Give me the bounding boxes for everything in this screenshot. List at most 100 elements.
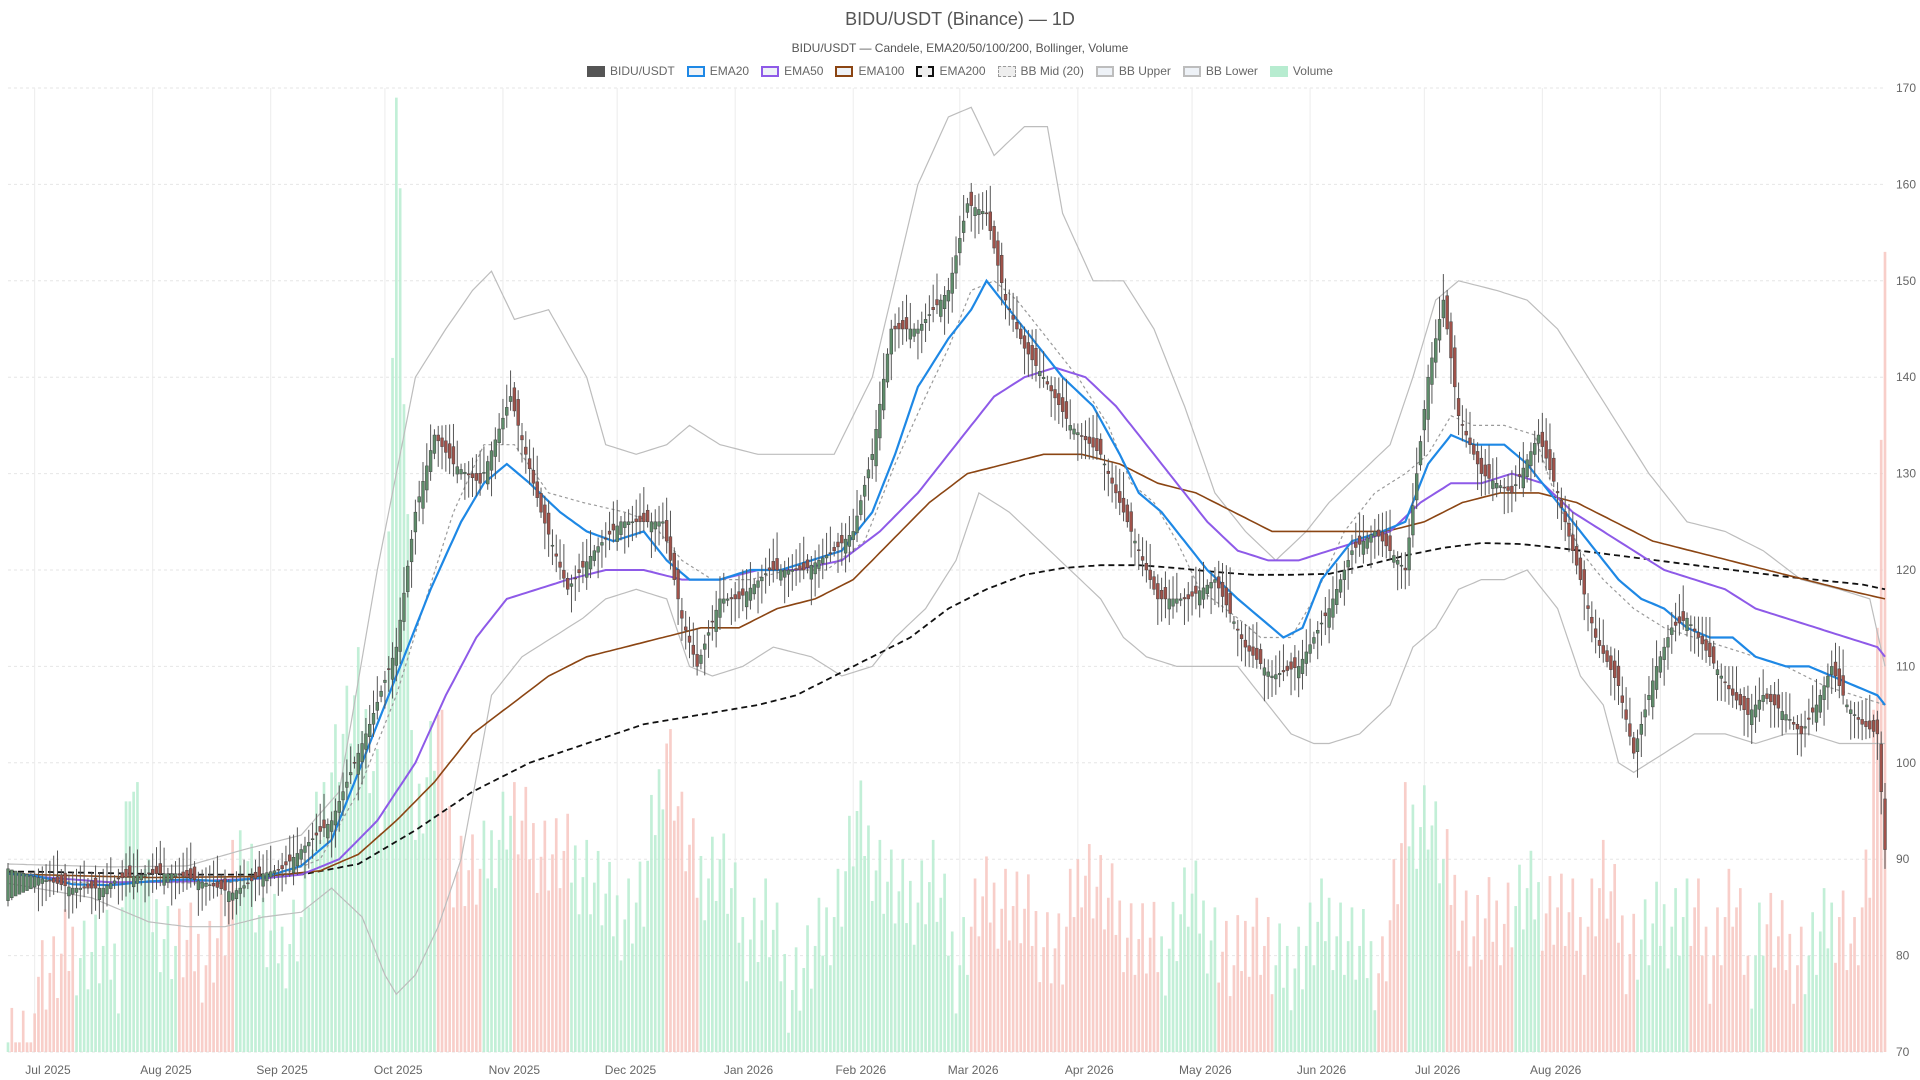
candle-body: [52, 878, 56, 883]
candle-body: [1045, 381, 1050, 385]
volume-bar: [1712, 955, 1716, 1052]
candle-body: [82, 886, 86, 889]
volume-bar: [1152, 901, 1156, 1052]
volume-bar: [1655, 881, 1658, 1052]
legend-item[interactable]: EMA100: [835, 64, 904, 78]
candle-body: [1392, 555, 1396, 563]
volume-bar: [1141, 903, 1144, 1052]
volume-bar: [1750, 1008, 1754, 1052]
candle-body: [1464, 430, 1468, 436]
candle-body: [1129, 511, 1133, 532]
y-tick-label: 170: [1896, 81, 1916, 95]
volume-bar: [1777, 936, 1780, 1052]
candle-body: [1228, 593, 1232, 614]
legend-item[interactable]: EMA50: [761, 64, 823, 78]
candle-body: [345, 781, 349, 788]
candle-body: [1015, 322, 1019, 330]
volume-bar: [212, 982, 215, 1052]
volume-bar: [524, 786, 528, 1052]
candle-body: [1868, 720, 1872, 730]
volume-bar: [996, 948, 1000, 1052]
volume-bar: [1388, 920, 1392, 1052]
volume-bar: [14, 1042, 17, 1052]
volume-bar: [10, 1007, 14, 1052]
legend-item[interactable]: BB Lower: [1182, 64, 1258, 78]
volume-bar: [284, 988, 288, 1052]
legend-item[interactable]: EMA200: [916, 64, 986, 78]
volume-bar: [1232, 965, 1236, 1052]
candle-body: [63, 872, 67, 887]
x-tick-label: Oct 2025: [374, 1063, 423, 1077]
candle-body: [261, 873, 265, 887]
volume-bar: [931, 839, 935, 1052]
candle-body: [375, 701, 379, 711]
candle-body: [748, 587, 753, 601]
candle-body: [1670, 627, 1674, 635]
volume-bar: [1339, 902, 1342, 1052]
legend-item[interactable]: Volume: [1269, 64, 1333, 78]
volume-bar: [486, 878, 490, 1052]
candle-body: [741, 588, 745, 596]
candle-body: [1091, 437, 1095, 448]
legend-item[interactable]: BB Mid (20): [997, 64, 1084, 78]
candle-body: [1338, 579, 1343, 593]
volume-bar: [711, 836, 714, 1052]
candle-body: [368, 723, 372, 738]
candle-body: [1472, 444, 1476, 455]
candle-body: [1076, 432, 1080, 436]
candle-body: [958, 238, 962, 254]
volume-bar: [1415, 868, 1419, 1052]
volume-bar: [1358, 945, 1361, 1052]
candle-body: [897, 322, 901, 330]
candle-body: [333, 810, 338, 826]
volume-bar: [665, 743, 668, 1052]
volume-bar: [1369, 941, 1373, 1052]
candle-body: [923, 319, 928, 323]
volume-bar: [474, 904, 478, 1052]
candle-body: [878, 403, 882, 439]
volume-bar: [889, 849, 893, 1052]
legend-item[interactable]: EMA20: [686, 64, 749, 78]
candle-body: [1365, 537, 1369, 549]
candle-body: [413, 511, 418, 533]
volume-bar: [1373, 1010, 1377, 1052]
volume-bar: [482, 820, 486, 1052]
volume-bar: [1464, 890, 1468, 1052]
candle-body: [1475, 451, 1480, 465]
candle-body: [257, 866, 261, 877]
volume-bar: [612, 936, 615, 1052]
candle-body: [486, 461, 490, 485]
volume-bar: [231, 839, 234, 1052]
volume-bar: [505, 849, 509, 1052]
volume-bar: [1689, 945, 1693, 1052]
volume-bar: [1072, 917, 1076, 1052]
candle-body: [505, 407, 509, 416]
candle-body: [432, 434, 437, 454]
volume-bar: [1857, 965, 1860, 1052]
volume-bar: [771, 929, 775, 1052]
candle-body: [348, 772, 353, 776]
candle-body: [497, 428, 501, 444]
volume-bar: [1400, 843, 1403, 1052]
candle-body: [577, 569, 581, 574]
volume-bar: [56, 998, 59, 1052]
candle-body: [1643, 709, 1647, 718]
candle-body: [1742, 696, 1746, 711]
candle-body: [1213, 579, 1217, 583]
candle-body: [1765, 693, 1769, 699]
legend-item[interactable]: BB Upper: [1095, 64, 1171, 78]
volume-bar: [985, 856, 988, 1052]
volume-bar: [1095, 886, 1099, 1052]
candle-body: [1201, 587, 1206, 600]
candle-body: [501, 417, 505, 430]
volume-bar: [379, 833, 383, 1052]
y-tick-label: 70: [1896, 1045, 1910, 1059]
candle-body: [1441, 299, 1446, 319]
candle-body: [1491, 480, 1495, 489]
volume-bar: [467, 870, 471, 1052]
candle-body: [725, 598, 730, 601]
legend-item[interactable]: BIDU/USDT: [587, 64, 675, 78]
ema50-line: [7, 366, 1886, 884]
volume-bar: [1297, 926, 1301, 1052]
candle-body: [1190, 591, 1194, 597]
